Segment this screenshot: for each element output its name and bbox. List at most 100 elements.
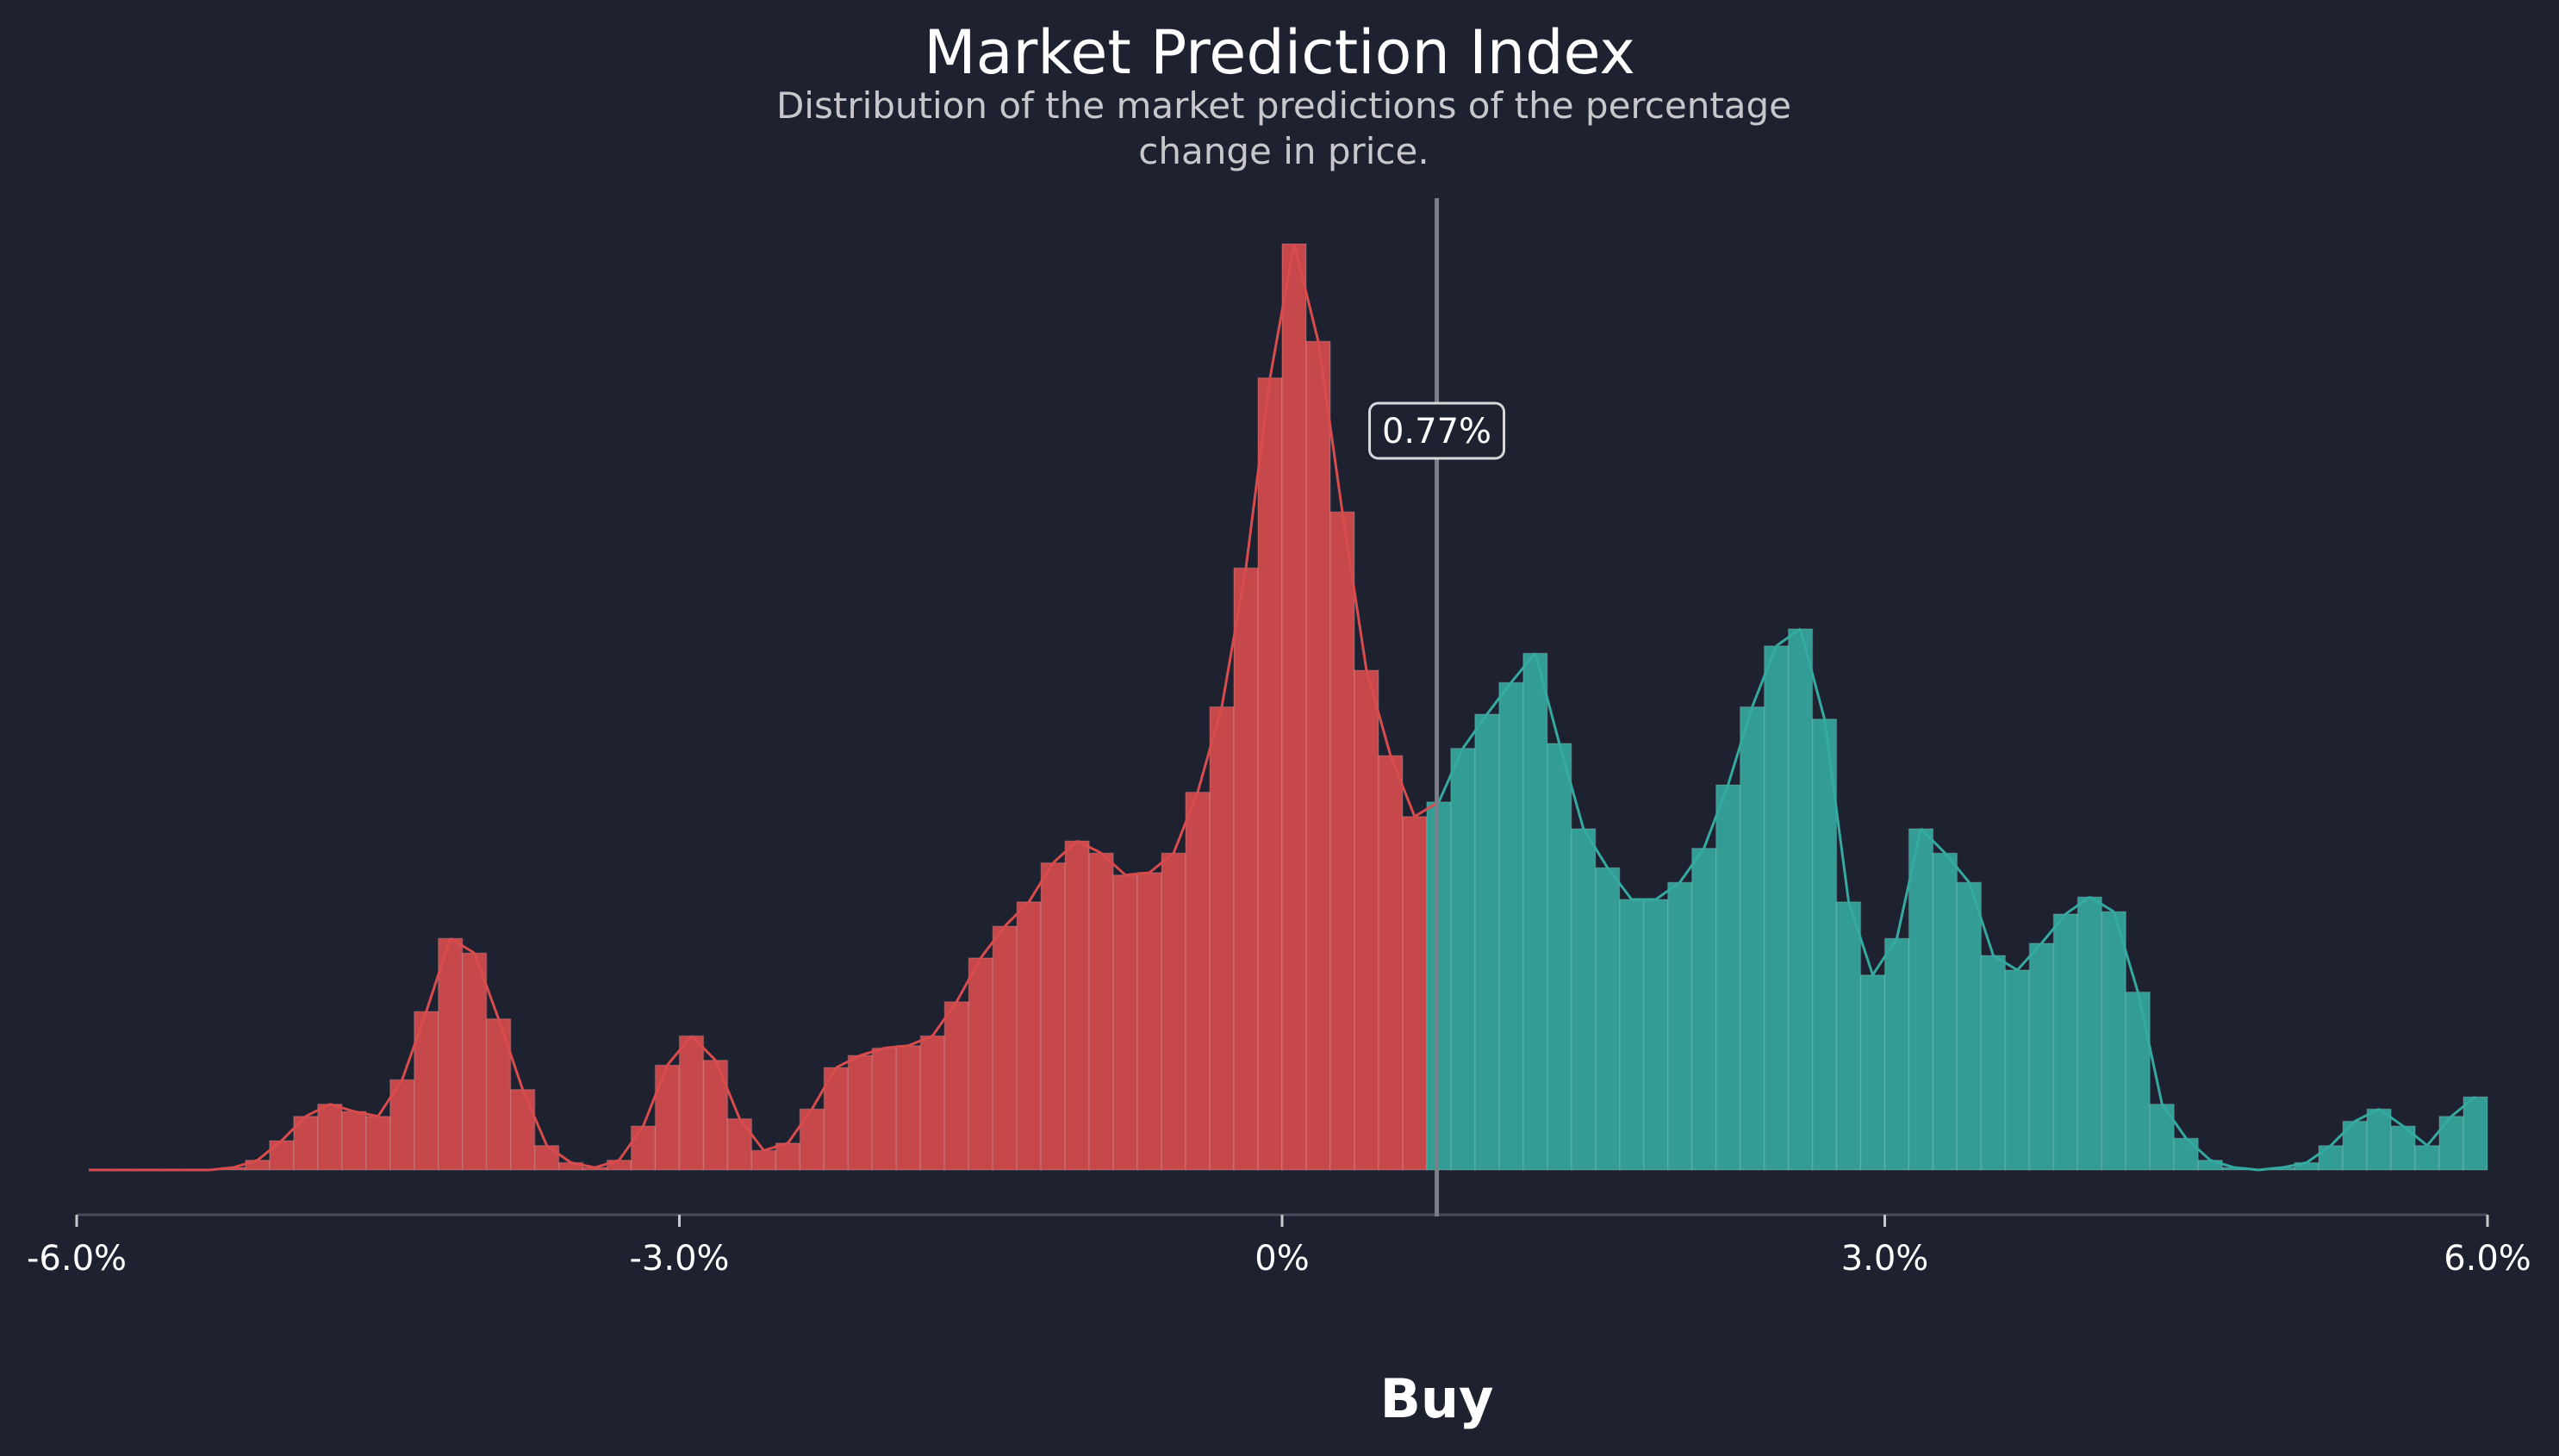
density-bar xyxy=(847,1055,874,1171)
density-outline-segment xyxy=(714,1060,741,1120)
density-bar xyxy=(1161,852,1186,1171)
density-bar xyxy=(1040,862,1066,1171)
density-bar xyxy=(2052,913,2079,1171)
density-bar xyxy=(871,1047,898,1171)
x-tick-label: -3.0% xyxy=(629,1239,729,1279)
density-outline-segment xyxy=(1871,937,1898,976)
density-outline-segment xyxy=(2040,913,2067,944)
x-tick-label: 3.0% xyxy=(1841,1239,1929,1279)
density-bar xyxy=(461,952,488,1171)
density-outline-segment xyxy=(1920,827,1946,855)
density-outline-segment xyxy=(884,1044,909,1050)
density-bar xyxy=(1016,901,1042,1171)
density-outline-segment xyxy=(473,952,501,1020)
density-outline-segment xyxy=(618,1125,644,1161)
density-outline-segment xyxy=(2282,1161,2307,1169)
density-bar xyxy=(1618,899,1645,1171)
density-outline-segment xyxy=(2258,1166,2283,1172)
density-outline-segment xyxy=(955,957,982,1003)
density-outline-segment xyxy=(353,1110,379,1118)
density-outline-segment xyxy=(1317,340,1344,513)
density-outline-segment xyxy=(1220,567,1248,707)
density-bar xyxy=(1209,706,1235,1171)
density-outline-segment xyxy=(1437,747,1465,803)
density-outline-segment xyxy=(1606,867,1633,900)
density-outline-segment xyxy=(2306,1144,2332,1164)
density-bar xyxy=(919,1035,946,1171)
density-outline-segment xyxy=(497,1018,525,1091)
density-bar xyxy=(1378,755,1404,1171)
density-outline-segment xyxy=(1558,743,1585,830)
density-bar xyxy=(1064,840,1090,1171)
density-outline-segment xyxy=(1076,839,1102,855)
density-bar xyxy=(1474,713,1500,1171)
density-outline-segment xyxy=(1751,645,1778,708)
chart-subtitle-line-1: Distribution of the market predictions o… xyxy=(776,84,1791,127)
density-outline-segment xyxy=(280,1115,307,1142)
density-outline xyxy=(88,243,2476,1172)
density-outline-segment xyxy=(1944,852,1971,884)
density-outline-segment xyxy=(401,1011,428,1080)
density-outline-segment xyxy=(256,1139,283,1161)
density-bar xyxy=(2342,1120,2368,1171)
density-bar xyxy=(1522,652,1548,1171)
density-outline-segment xyxy=(1654,880,1681,901)
density-outline-segment xyxy=(1004,900,1030,928)
density-outline-segment xyxy=(521,1089,548,1147)
density-outline-segment xyxy=(425,937,452,1012)
density-outline-segment xyxy=(1124,871,1150,877)
density-bar xyxy=(775,1142,801,1171)
density-outline-segment xyxy=(570,1161,595,1169)
chart-subtitle-line-2: change in price. xyxy=(1138,130,1429,172)
density-outline-segment xyxy=(449,936,476,955)
density-outline-segment xyxy=(2112,911,2139,992)
density-outline-segment xyxy=(1847,901,1874,976)
density-bar xyxy=(437,937,464,1171)
density-bar xyxy=(1233,567,1259,1171)
density-outline-segment xyxy=(595,1159,620,1169)
density-outline-segment xyxy=(377,1079,403,1117)
density-bar xyxy=(968,957,993,1171)
density-bar xyxy=(823,1067,850,1171)
density-outline-segment xyxy=(1244,377,1272,569)
density-bar xyxy=(1835,901,1862,1171)
density-outline-segment xyxy=(2136,992,2164,1104)
density-bar xyxy=(1185,791,1211,1171)
density-outline-segment xyxy=(1027,862,1055,903)
density-outline-segment xyxy=(1100,852,1127,876)
density-bar xyxy=(1787,628,1814,1171)
density-bar xyxy=(2173,1137,2199,1171)
density-outline-segment xyxy=(1896,828,1922,939)
density-outline-segment xyxy=(1823,719,1851,903)
density-outline-segment xyxy=(931,1000,958,1037)
density-bar xyxy=(992,925,1018,1171)
density-bar xyxy=(1354,669,1379,1171)
density-outline-segment xyxy=(2209,1159,2235,1169)
density-bar xyxy=(2462,1096,2488,1171)
density-bar xyxy=(799,1108,825,1171)
density-bar xyxy=(341,1111,367,1171)
density-bar xyxy=(1883,937,1910,1171)
density-bar xyxy=(2125,991,2151,1171)
density-bar xyxy=(2414,1144,2440,1171)
density-outline-segment xyxy=(1292,243,1320,342)
density-outline-segment xyxy=(642,1064,669,1127)
density-outline-segment xyxy=(1149,852,1175,874)
density-outline-segment xyxy=(545,1144,572,1164)
prediction-marker-label: 0.77% xyxy=(1382,412,1491,451)
density-bar xyxy=(1715,784,1741,1171)
density-outline-segment xyxy=(2016,942,2043,972)
density-bar xyxy=(1498,681,1524,1171)
density-outline-segment xyxy=(2089,895,2115,913)
density-bar xyxy=(750,1149,777,1171)
density-bar xyxy=(1547,743,1572,1171)
density-outline-segment xyxy=(1268,243,1296,378)
density-outline-segment xyxy=(907,1035,933,1048)
density-outline-segment xyxy=(835,1054,862,1069)
density-bar xyxy=(1811,718,1838,1171)
density-outline-segment xyxy=(1389,755,1416,818)
signal-label: Buy xyxy=(1380,1367,1494,1430)
density-bar xyxy=(2438,1116,2464,1171)
density-outline-segment xyxy=(690,1035,717,1061)
